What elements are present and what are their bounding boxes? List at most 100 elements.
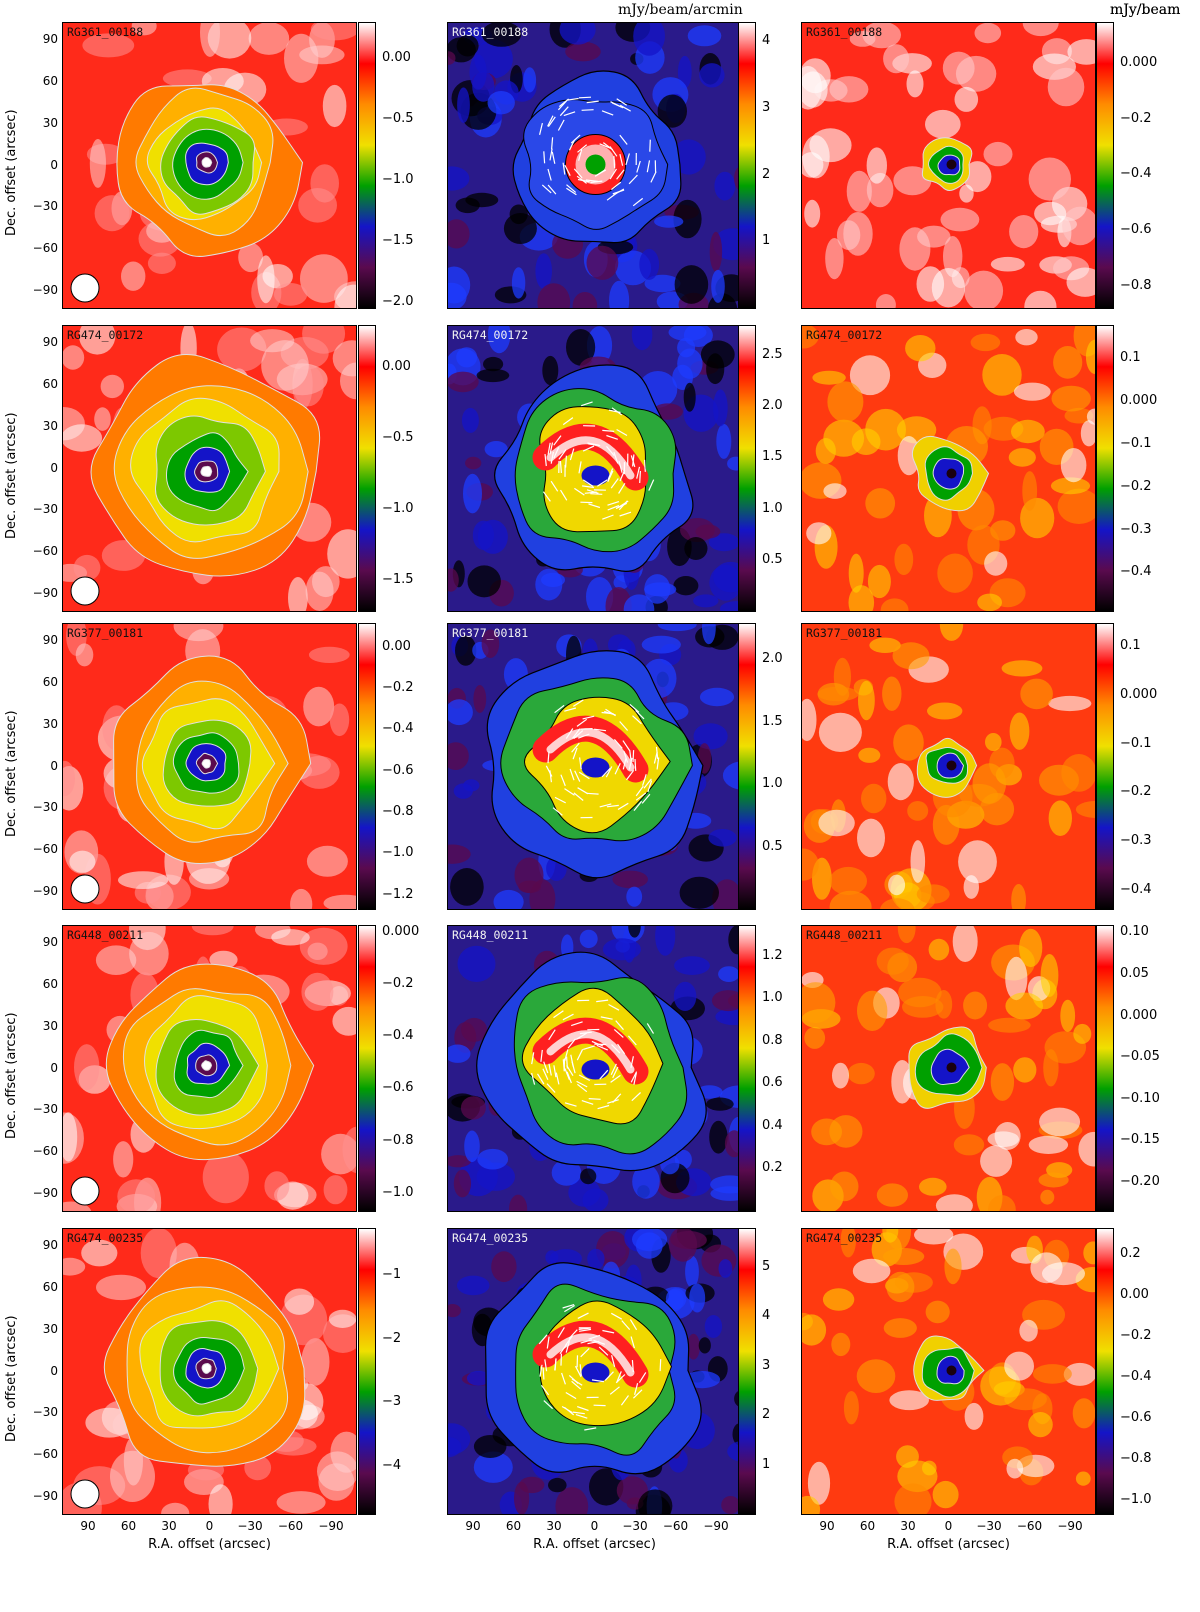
map-image — [802, 23, 1095, 308]
vector-segment — [607, 501, 620, 506]
y-tick-label: 90 — [42, 335, 58, 349]
noise-blob — [880, 598, 909, 611]
colorbar-tick-label: −2.0 — [382, 293, 414, 309]
noise-blob — [330, 1431, 356, 1473]
noise-blob — [63, 760, 75, 797]
noise-blob — [721, 1496, 740, 1514]
y-tick-label: 0 — [50, 1060, 58, 1075]
vector-segment — [551, 151, 556, 164]
noise-blob — [238, 242, 263, 273]
noise-blob — [1028, 1412, 1053, 1438]
vector-segment — [545, 765, 553, 777]
x-tick-label: 90 — [80, 1519, 96, 1533]
vector-segment — [619, 153, 624, 166]
colorbar-tick-label: −0.10 — [1120, 1090, 1160, 1106]
noise-blob — [907, 801, 929, 821]
vector-segment — [553, 1010, 564, 1019]
colorbar-tick-label: −0.2 — [382, 976, 414, 991]
colorbar-tick-label: 2.5 — [762, 346, 783, 362]
colorbar-tick-label: 1.5 — [762, 713, 783, 729]
vector-segment — [576, 718, 588, 727]
map-image — [802, 1229, 1095, 1514]
noise-blob — [202, 1151, 249, 1204]
noise-blob — [191, 926, 234, 936]
noise-blob — [706, 1097, 734, 1111]
noise-blob — [876, 1183, 908, 1207]
vector-segment — [572, 1411, 585, 1415]
noise-blob — [306, 845, 348, 877]
y-tick-label: 0 — [50, 460, 58, 475]
noise-blob — [89, 139, 106, 188]
gradient-arc — [546, 1030, 635, 1074]
noise-blob — [456, 1275, 490, 1296]
noise-blob — [843, 1391, 859, 1425]
noise-blob — [1063, 1362, 1095, 1386]
colorbar-tick-label: −0.2 — [1120, 478, 1152, 494]
map-panel: RG361_00188 — [62, 22, 357, 309]
noise-blob — [511, 267, 526, 299]
noise-blob — [990, 256, 1025, 272]
vector-segment — [636, 466, 641, 479]
colorbar-tick-label: −1.0 — [382, 500, 414, 516]
noise-blob — [982, 354, 1022, 396]
vector-segment — [576, 1049, 584, 1061]
map-panel: RG474_00235 — [62, 1228, 357, 1515]
vector-segment — [560, 774, 566, 787]
vector-segment — [549, 148, 553, 161]
y-tick-label: −30 — [32, 502, 58, 517]
noise-blob — [461, 407, 479, 433]
noise-blob — [1075, 1471, 1091, 1486]
vector-segment — [613, 739, 623, 749]
noise-blob — [804, 199, 821, 228]
noise-blob — [493, 889, 524, 909]
vector-segment — [562, 1013, 574, 1021]
y-tick-label: 0 — [50, 1363, 58, 1378]
map-image — [63, 926, 356, 1211]
noise-blob — [579, 929, 598, 949]
colorbar-tick-label: −0.5 — [382, 110, 414, 126]
noise-blob — [456, 34, 479, 57]
colorbar-tick-label: −1.2 — [382, 886, 414, 902]
noise-blob — [473, 1435, 507, 1458]
noise-blob — [457, 945, 496, 982]
noise-blob — [657, 624, 697, 632]
noise-blob — [902, 996, 944, 1018]
noise-blob — [1061, 754, 1095, 792]
noise-blob — [612, 870, 648, 889]
vector-segment — [564, 1406, 575, 1416]
vector-segment — [559, 106, 569, 117]
vector-segment — [646, 160, 651, 173]
center-hole — [581, 465, 610, 486]
noise-blob — [1075, 800, 1095, 818]
vector-segment — [601, 767, 611, 778]
noise-blob — [129, 931, 169, 976]
vector-segment — [559, 460, 562, 473]
vector-segment — [578, 96, 592, 99]
vector-segment — [584, 1427, 597, 1431]
noise-blob — [693, 723, 728, 750]
x-tick-label: −90 — [703, 1519, 729, 1533]
vector-segment — [611, 1312, 623, 1320]
noise-blob — [1060, 999, 1076, 1032]
noise-blob — [714, 171, 736, 201]
source-label: RG361_00188 — [67, 25, 144, 39]
noise-blob — [687, 1333, 700, 1360]
x-tick-label: −30 — [237, 1519, 263, 1533]
noise-blob — [712, 879, 741, 909]
noise-blob — [271, 929, 310, 946]
beam-circle — [70, 874, 100, 904]
noise-blob — [94, 195, 130, 232]
noise-blob — [310, 23, 356, 41]
noise-blob — [963, 991, 988, 1020]
vector-segment — [578, 148, 583, 161]
noise-blob — [954, 86, 979, 112]
noise-blob — [1019, 1319, 1038, 1342]
noise-blob — [1004, 1351, 1034, 1381]
source-label: RG361_00188 — [452, 25, 529, 39]
y-tick-label: 0 — [50, 157, 58, 172]
noise-blob — [823, 483, 847, 499]
noise-blob — [455, 635, 477, 666]
colorbar-tick-label: 1.0 — [762, 990, 783, 1006]
noise-blob — [987, 1131, 1020, 1147]
map-image — [63, 326, 356, 611]
